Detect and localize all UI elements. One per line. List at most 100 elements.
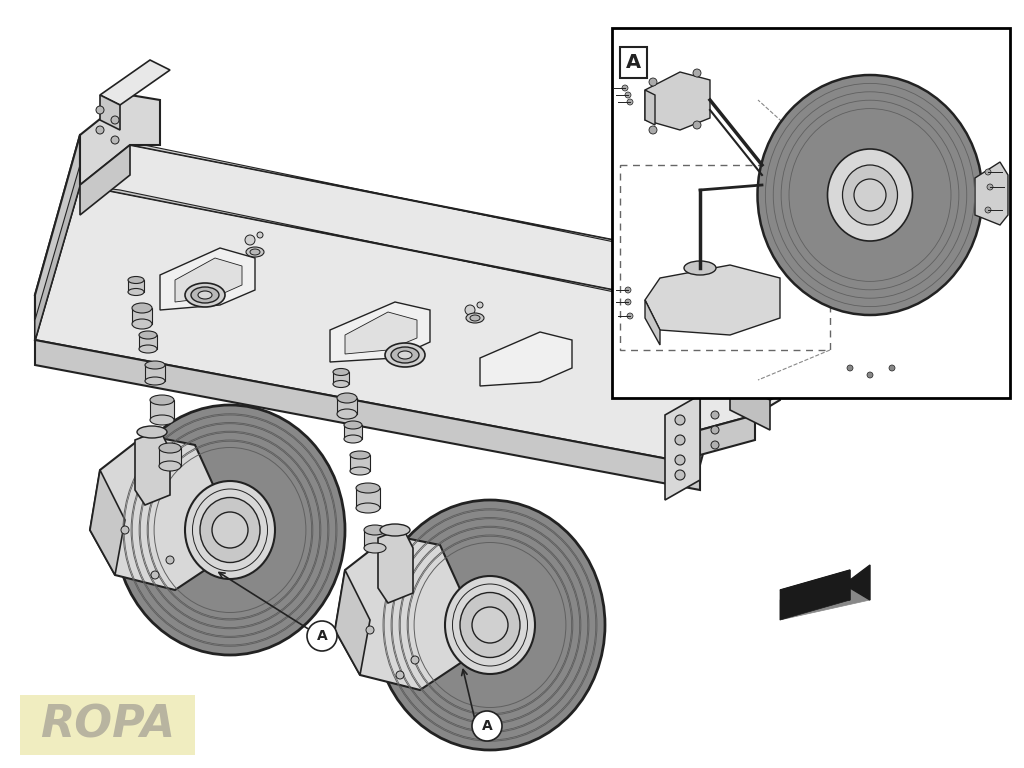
Circle shape xyxy=(627,99,633,105)
Circle shape xyxy=(867,372,873,378)
Polygon shape xyxy=(645,265,780,335)
Circle shape xyxy=(889,365,895,371)
Polygon shape xyxy=(145,365,165,381)
Ellipse shape xyxy=(159,443,181,453)
Ellipse shape xyxy=(356,503,380,513)
Ellipse shape xyxy=(128,276,144,283)
Polygon shape xyxy=(100,95,120,130)
Ellipse shape xyxy=(350,451,370,459)
Ellipse shape xyxy=(391,347,419,363)
Circle shape xyxy=(627,313,633,319)
Ellipse shape xyxy=(827,149,912,241)
Ellipse shape xyxy=(344,421,362,429)
Circle shape xyxy=(366,626,374,634)
Polygon shape xyxy=(645,90,655,125)
Ellipse shape xyxy=(333,380,349,388)
Circle shape xyxy=(625,92,631,98)
Polygon shape xyxy=(175,258,242,302)
Polygon shape xyxy=(139,335,157,349)
Circle shape xyxy=(854,179,886,211)
Circle shape xyxy=(711,426,719,434)
Polygon shape xyxy=(700,415,755,455)
Ellipse shape xyxy=(466,313,484,323)
Text: A: A xyxy=(316,629,328,643)
Circle shape xyxy=(111,116,119,124)
Polygon shape xyxy=(35,185,740,465)
Ellipse shape xyxy=(398,351,412,359)
Polygon shape xyxy=(480,332,572,386)
Polygon shape xyxy=(35,295,700,445)
Ellipse shape xyxy=(337,409,357,419)
Polygon shape xyxy=(780,580,870,620)
Polygon shape xyxy=(780,565,870,600)
Circle shape xyxy=(111,136,119,144)
Ellipse shape xyxy=(128,289,144,296)
Polygon shape xyxy=(330,302,430,362)
Circle shape xyxy=(649,126,657,134)
Ellipse shape xyxy=(145,361,165,369)
Ellipse shape xyxy=(185,481,275,579)
Ellipse shape xyxy=(246,247,264,257)
Circle shape xyxy=(625,299,631,305)
Circle shape xyxy=(985,169,991,175)
Polygon shape xyxy=(150,400,174,420)
Text: A: A xyxy=(481,719,493,733)
Ellipse shape xyxy=(198,291,212,299)
Polygon shape xyxy=(159,448,181,466)
Ellipse shape xyxy=(191,287,219,303)
Bar xyxy=(20,695,195,755)
Ellipse shape xyxy=(843,165,897,225)
Circle shape xyxy=(121,526,129,534)
Circle shape xyxy=(166,556,174,564)
Ellipse shape xyxy=(460,592,520,657)
Circle shape xyxy=(96,106,104,114)
Polygon shape xyxy=(35,135,80,340)
Circle shape xyxy=(257,232,263,238)
Polygon shape xyxy=(730,320,810,400)
Polygon shape xyxy=(645,300,660,345)
Polygon shape xyxy=(345,312,417,354)
Circle shape xyxy=(711,411,719,419)
Ellipse shape xyxy=(250,249,260,255)
Ellipse shape xyxy=(200,498,260,562)
Circle shape xyxy=(711,441,719,449)
Ellipse shape xyxy=(150,395,174,405)
Circle shape xyxy=(987,184,993,190)
Polygon shape xyxy=(90,470,125,575)
Circle shape xyxy=(151,571,159,579)
Circle shape xyxy=(396,671,404,679)
Ellipse shape xyxy=(758,75,982,315)
Polygon shape xyxy=(132,308,152,324)
Polygon shape xyxy=(35,165,80,340)
Polygon shape xyxy=(350,455,370,471)
Ellipse shape xyxy=(385,343,425,367)
Circle shape xyxy=(649,78,657,86)
Circle shape xyxy=(625,287,631,293)
Polygon shape xyxy=(333,372,349,384)
Polygon shape xyxy=(90,435,220,590)
Polygon shape xyxy=(160,248,255,310)
Circle shape xyxy=(675,415,685,425)
Ellipse shape xyxy=(139,331,157,339)
Polygon shape xyxy=(80,145,130,215)
Ellipse shape xyxy=(139,345,157,353)
Polygon shape xyxy=(344,425,362,439)
Ellipse shape xyxy=(132,303,152,313)
Polygon shape xyxy=(337,398,357,414)
Circle shape xyxy=(847,365,853,371)
Ellipse shape xyxy=(356,483,380,493)
Polygon shape xyxy=(80,95,160,185)
Polygon shape xyxy=(665,395,700,500)
Polygon shape xyxy=(645,72,710,130)
Circle shape xyxy=(675,470,685,480)
Circle shape xyxy=(212,512,248,548)
Ellipse shape xyxy=(337,393,357,403)
Ellipse shape xyxy=(470,315,480,321)
Polygon shape xyxy=(35,340,700,490)
Polygon shape xyxy=(335,570,370,675)
Polygon shape xyxy=(100,60,170,105)
Ellipse shape xyxy=(364,543,386,553)
Circle shape xyxy=(307,621,337,651)
Circle shape xyxy=(411,656,419,664)
Bar xyxy=(620,165,830,350)
